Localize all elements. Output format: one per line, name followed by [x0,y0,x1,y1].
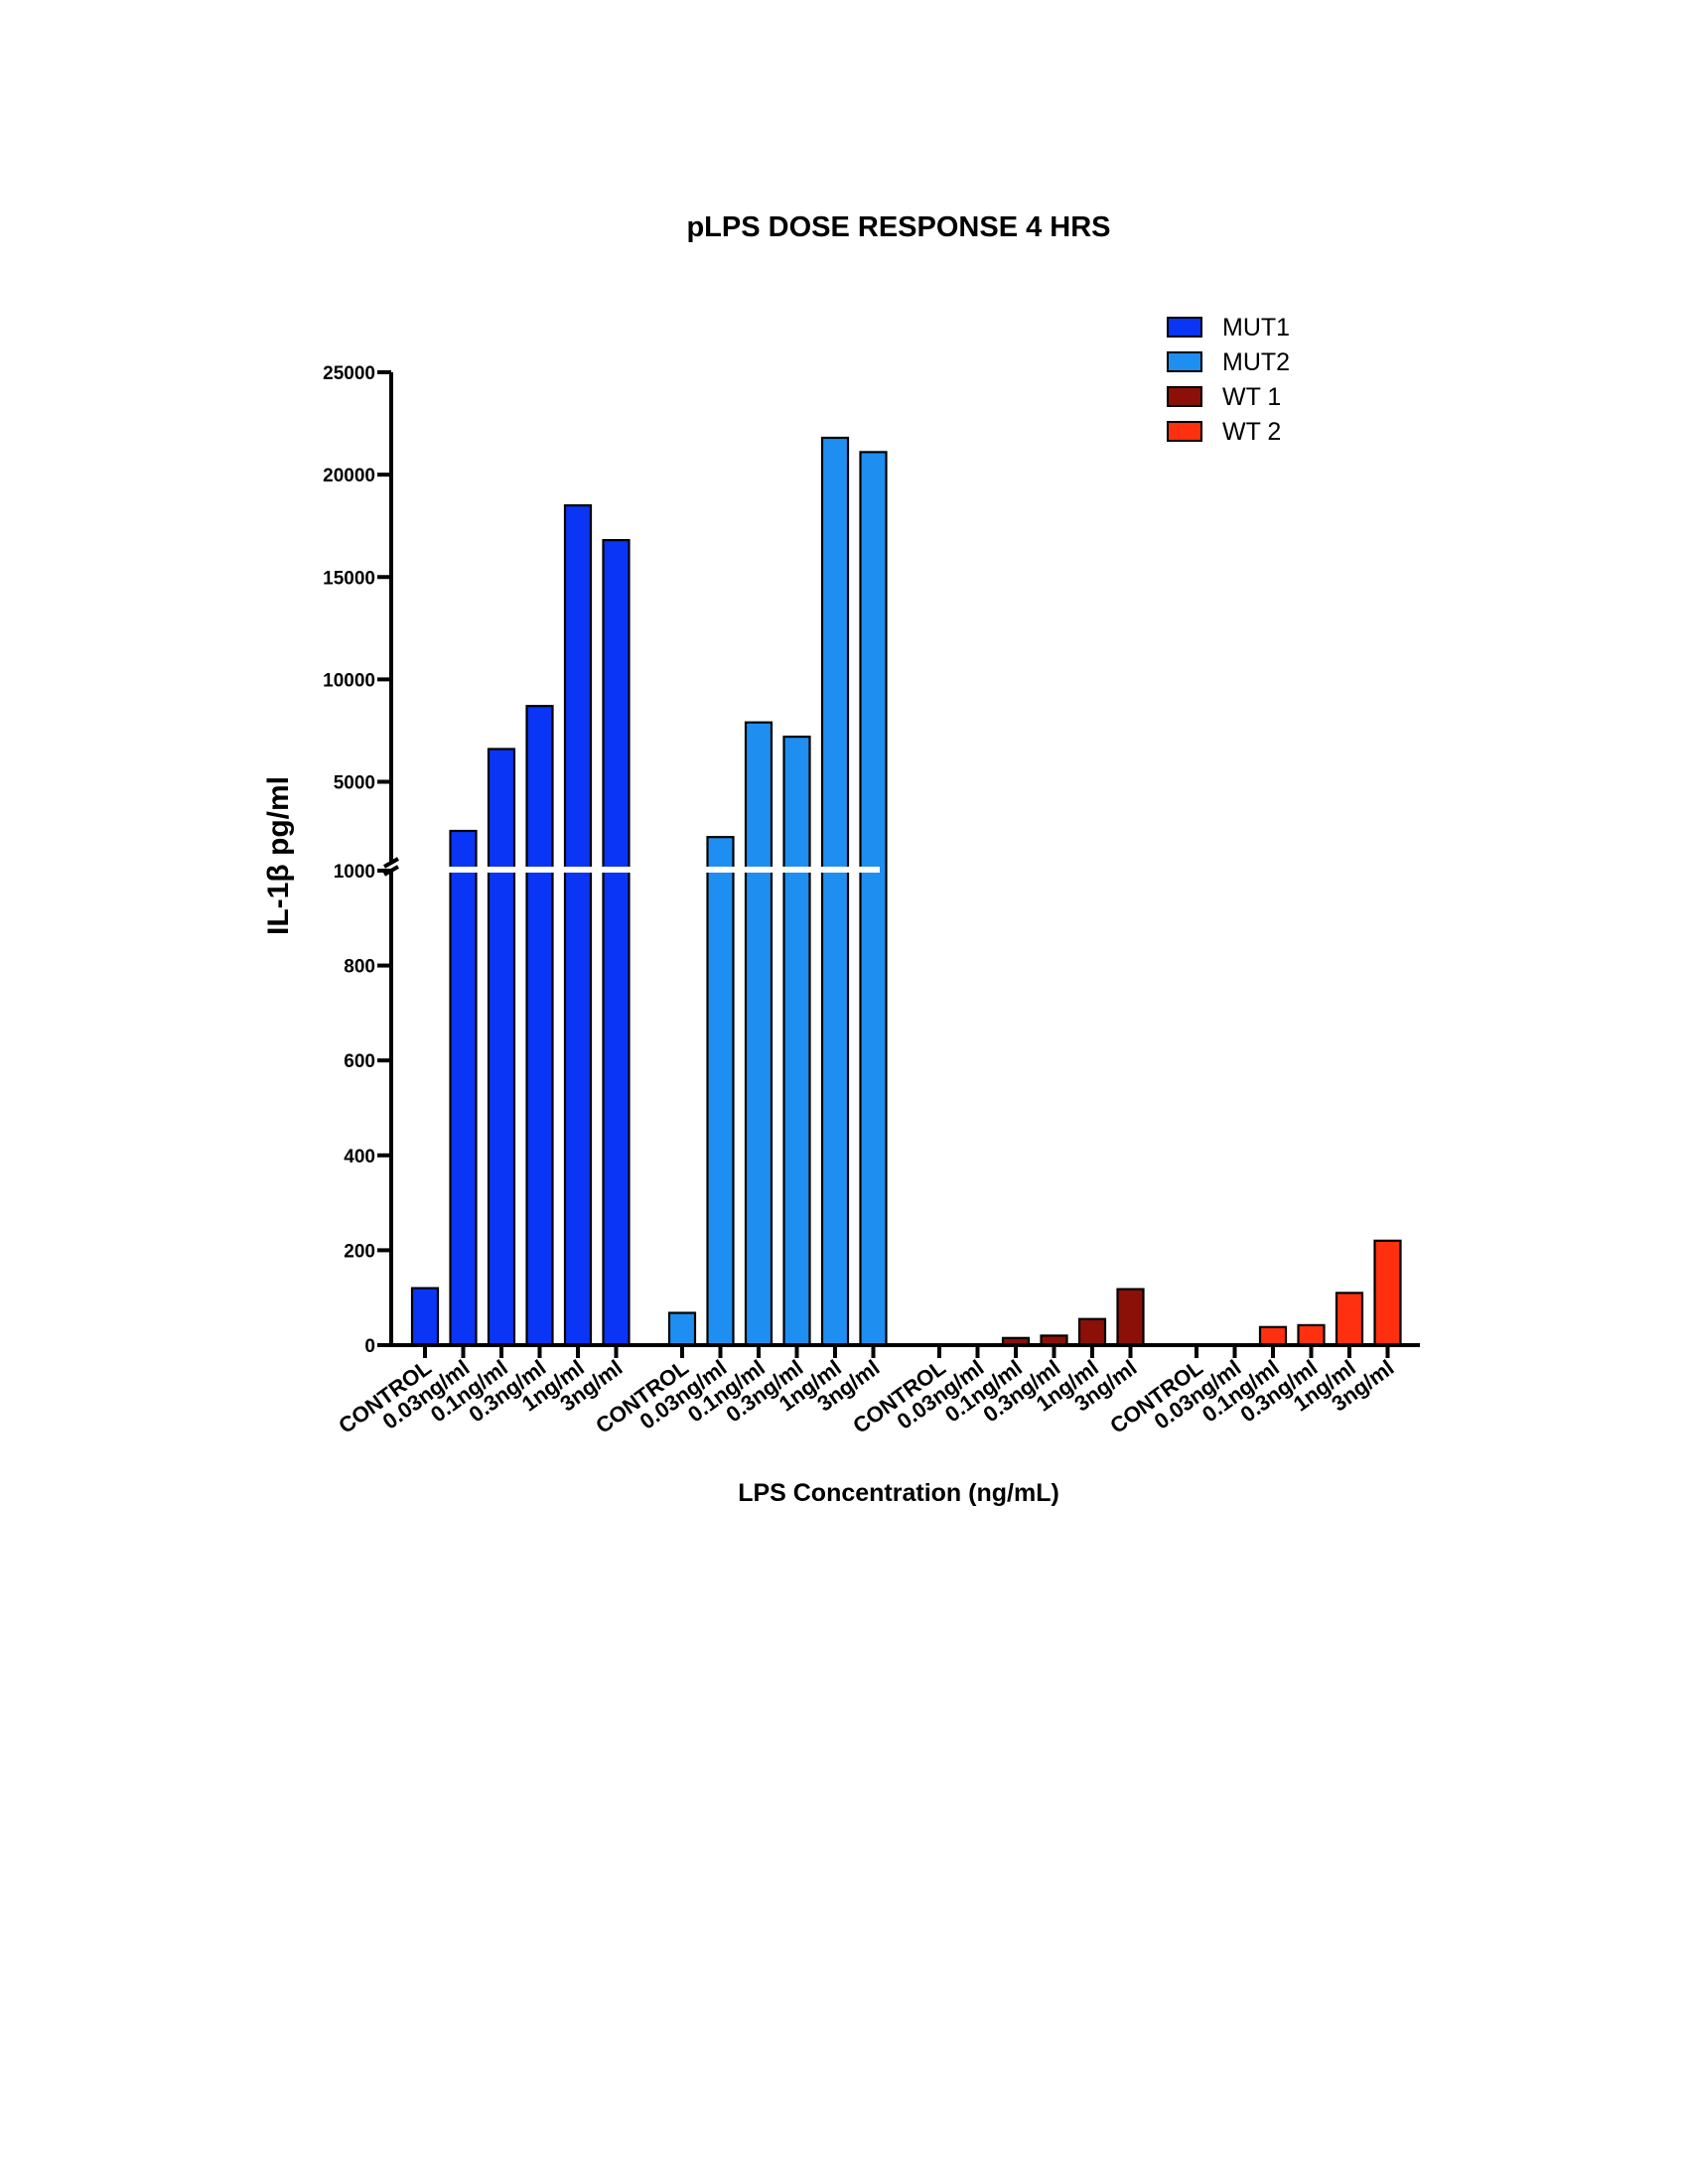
y-axis-label: IL-1β pg/ml [262,776,295,935]
bar-mut1-1 [449,829,478,1347]
y-tick-label: 400 [344,1147,375,1167]
bar-mut2-0 [667,1311,697,1347]
bar-wt-2-5 [1373,1239,1402,1347]
bar-mut1-5 [602,538,631,1347]
legend-label: MUT1 [1222,314,1290,341]
bar-wt-2-3 [1297,1323,1326,1347]
legend-label: MUT2 [1222,348,1290,376]
bar-mut1-0 [410,1287,440,1347]
bar-mut1-3 [525,705,554,1347]
y-tick-label: 20000 [323,466,375,486]
bar-wt-2-2 [1258,1325,1288,1347]
y-tick-label: 25000 [323,363,375,384]
chart-title: pLPS DOSE RESPONSE 4 HRS [686,211,1110,243]
y-tick-label: 600 [344,1051,375,1072]
legend-swatch-mut2 [1167,351,1202,372]
legend-label: WT 2 [1222,418,1281,446]
axis-break-gap [383,867,880,873]
bar-mut2-5 [859,451,888,1347]
bar-wt-1-4 [1077,1317,1107,1347]
bar-wt-1-5 [1116,1288,1145,1347]
y-tick-label: 0 [364,1336,375,1357]
bar-mut2-3 [782,735,811,1347]
y-tick-label: 1000 [334,862,375,883]
y-tick-label: 5000 [334,773,375,794]
legend: MUT1 MUT2 WT 1 WT 2 [1167,314,1290,446]
y-tick-label: 800 [344,957,375,978]
legend-swatch-wt-1 [1167,386,1202,407]
bars [383,436,1402,1347]
legend-swatch-mut1 [1167,317,1202,338]
bar-mut1-2 [487,748,516,1347]
bar-wt-2-4 [1335,1292,1364,1347]
y-tick-label: 15000 [323,568,375,589]
legend-swatch-wt-2 [1167,421,1202,442]
legend-label: WT 1 [1222,383,1281,411]
y-tick-label: 10000 [323,670,375,691]
axis-break-mark-upper [383,857,399,869]
bar-mut2-2 [744,721,774,1347]
bar-mut1-4 [563,504,593,1347]
bar-mut2-4 [820,436,850,1347]
y-tick-label: 200 [344,1241,375,1262]
bar-mut2-1 [706,836,735,1347]
x-axis-label: LPS Concentration (ng/mL) [738,1479,1059,1507]
